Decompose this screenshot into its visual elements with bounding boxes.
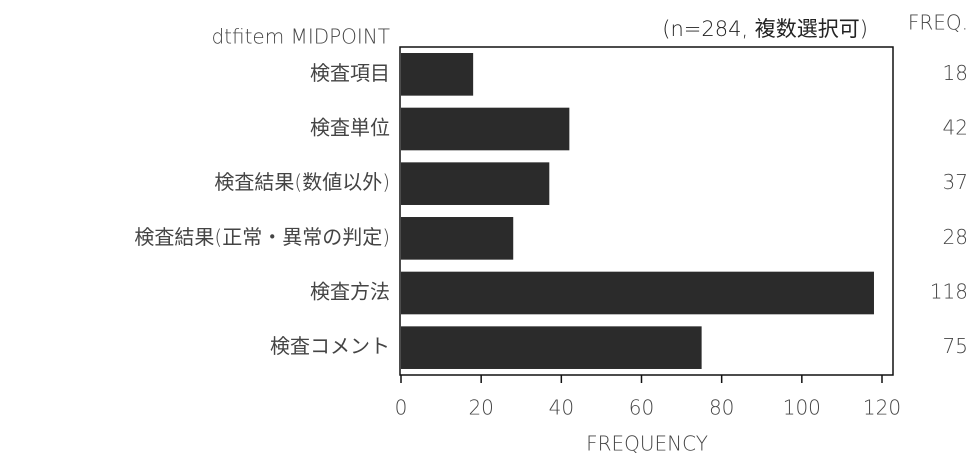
bar xyxy=(401,271,874,315)
y-tick-label: 検査方法 xyxy=(310,280,390,304)
y-tick-label: 検査結果(数値以外) xyxy=(214,170,390,194)
y-tick-label: 検査項目 xyxy=(310,61,390,85)
x-tick-label: 0 xyxy=(395,396,408,420)
bar xyxy=(401,217,514,260)
value-label: 75 xyxy=(943,334,968,358)
value-label: 118 xyxy=(930,280,968,304)
x-tick-label: 60 xyxy=(629,396,654,420)
x-tick-label: 80 xyxy=(709,396,734,420)
value-label: 42 xyxy=(943,116,968,140)
x-tick-label: 120 xyxy=(863,396,901,420)
y-tick-label: 検査コメント xyxy=(270,334,390,358)
value-label: 28 xyxy=(943,225,968,249)
x-tick-label: 20 xyxy=(468,396,493,420)
value-label: 37 xyxy=(943,170,968,194)
x-tick-label: 100 xyxy=(783,396,821,420)
chart-subtitle: (n=284, 複数選択可) xyxy=(662,17,868,41)
bar xyxy=(401,162,550,205)
y-tick-label: 検査単位 xyxy=(310,116,390,140)
y-axis-label: dtfitem MIDPOINT xyxy=(211,25,390,49)
y-tick-label: 検査結果(正常・異常の判定) xyxy=(134,225,390,249)
x-tick-label: 40 xyxy=(549,396,574,420)
plot-frame xyxy=(399,46,894,376)
value-label: 18 xyxy=(943,61,968,85)
x-axis-label: FREQUENCY xyxy=(586,432,708,456)
value-header: FREQ. xyxy=(908,11,968,35)
bar xyxy=(401,53,474,96)
bar xyxy=(401,326,702,369)
bar xyxy=(401,107,570,151)
